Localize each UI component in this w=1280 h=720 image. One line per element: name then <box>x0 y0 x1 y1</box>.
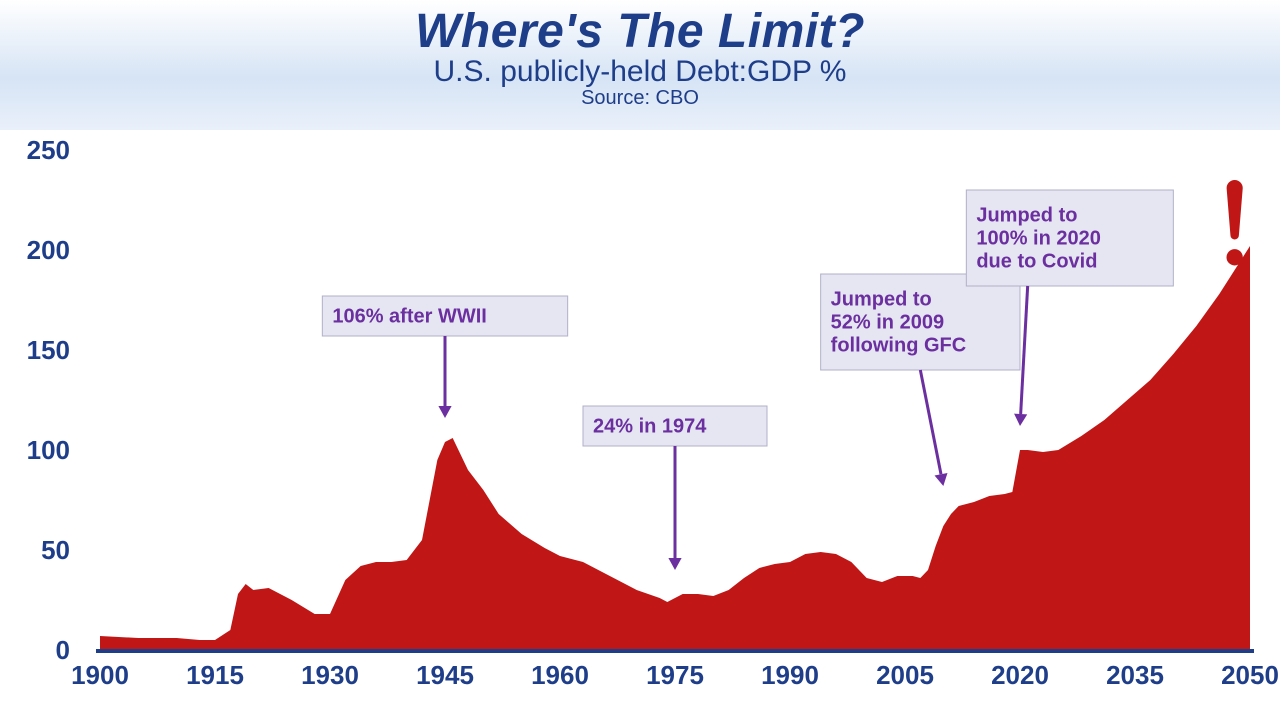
annotation-low1974: 24% in 1974 <box>583 406 767 570</box>
x-tick: 1930 <box>301 660 359 690</box>
chart-title: Where's The Limit? <box>0 4 1280 59</box>
x-tick: 1900 <box>71 660 129 690</box>
x-tick: 2050 <box>1221 660 1279 690</box>
x-tick: 2005 <box>876 660 934 690</box>
y-tick: 250 <box>27 135 70 165</box>
x-tick-label: 1915 <box>186 660 244 690</box>
callout-arrowhead <box>1014 414 1027 426</box>
x-tick: 1960 <box>531 660 589 690</box>
y-tick: 100 <box>27 435 70 465</box>
exclaim-dot <box>1227 249 1243 265</box>
callout-arrow <box>920 370 941 474</box>
x-tick-label: 1945 <box>416 660 474 690</box>
x-tick: 2020 <box>991 660 1049 690</box>
exclaim-icon <box>1227 180 1243 265</box>
annotation-gfc: Jumped to52% in 2009following GFC <box>821 274 1020 486</box>
chart-source: Source: CBO <box>0 87 1280 110</box>
x-tick: 1975 <box>646 660 704 690</box>
x-tick-label: 2020 <box>991 660 1049 690</box>
y-tick-label: 200 <box>27 235 70 265</box>
callout-arrowhead <box>668 558 681 570</box>
x-tick: 1990 <box>761 660 819 690</box>
y-tick: 150 <box>27 335 70 365</box>
callout-text: Jumped to <box>976 205 1077 227</box>
callout-text: 106% after WWII <box>332 306 486 328</box>
chart-subtitle: U.S. publicly-held Debt:GDP % <box>0 55 1280 89</box>
chart-area: 0 50 100 150 200 250 1900 1915 1930 1945 1960 1975 1… <box>0 130 1280 720</box>
x-tick-label: 2035 <box>1106 660 1164 690</box>
x-tick-label: 1990 <box>761 660 819 690</box>
annotation-wwii: 106% after WWII <box>322 296 567 418</box>
callout-arrowhead <box>438 406 451 418</box>
y-tick-label: 250 <box>27 135 70 165</box>
callout-text: due to Covid <box>976 251 1097 273</box>
exclaim-bar <box>1227 180 1243 240</box>
x-tick-label: 1960 <box>531 660 589 690</box>
y-tick-label: 0 <box>56 635 70 665</box>
callout-text: following GFC <box>831 335 967 357</box>
header-band: Where's The Limit? U.S. publicly-held De… <box>0 0 1280 130</box>
page: Where's The Limit? U.S. publicly-held De… <box>0 0 1280 720</box>
x-tick: 1915 <box>186 660 244 690</box>
callout-text: 100% in 2020 <box>976 228 1101 250</box>
y-tick: 200 <box>27 235 70 265</box>
x-tick-label: 2005 <box>876 660 934 690</box>
y-tick: 50 <box>41 535 70 565</box>
x-tick: 2035 <box>1106 660 1164 690</box>
y-tick-label: 100 <box>27 435 70 465</box>
callout-text: Jumped to <box>831 289 932 311</box>
x-tick-label: 1900 <box>71 660 129 690</box>
y-tick-label: 150 <box>27 335 70 365</box>
x-tick-label: 2050 <box>1221 660 1279 690</box>
callout-arrow <box>1021 286 1028 414</box>
x-tick: 1945 <box>416 660 474 690</box>
callout-text: 52% in 2009 <box>831 312 944 334</box>
callout-arrowhead <box>935 473 948 486</box>
callout-text: 24% in 1974 <box>593 416 707 438</box>
x-tick-label: 1975 <box>646 660 704 690</box>
y-tick-label: 50 <box>41 535 70 565</box>
y-tick: 0 <box>56 635 70 665</box>
chart-svg: 0 50 100 150 200 250 1900 1915 1930 1945 1960 1975 1… <box>0 130 1280 720</box>
x-tick-label: 1930 <box>301 660 359 690</box>
